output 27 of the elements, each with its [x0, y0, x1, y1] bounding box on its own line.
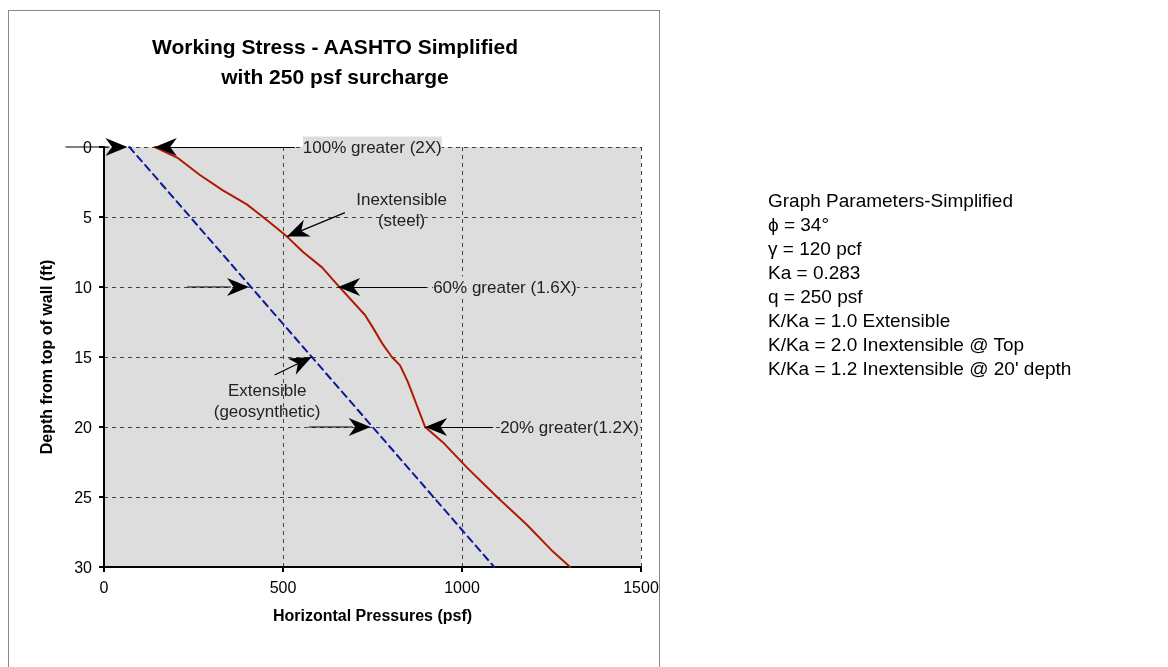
x-tick-label: 500: [269, 578, 297, 596]
text: K/Ka = 2.0 Inextensible @ Top: [768, 333, 1025, 355]
annotation: 20% greater(1.2X): [500, 417, 640, 437]
y-tick-label: 10: [74, 278, 93, 296]
text: q = 250 psf: [768, 285, 864, 307]
text: ϕ = 34°: [768, 213, 830, 235]
y-tick-label: 5: [83, 208, 93, 226]
y-tick-label: 15: [74, 348, 93, 366]
text: K/Ka = 1.2 Inextensible @ 20' depth: [768, 357, 1072, 379]
annotation: 60% greater (1.6X): [433, 277, 577, 297]
text: Ka = 0.283: [768, 261, 861, 283]
annotation: Inextensible (steel): [356, 189, 447, 230]
text: K/Ka = 1.0 Extensible: [768, 309, 951, 331]
x-tick-label: 1000: [444, 578, 480, 596]
annotation: Extensible (geosynthetic): [213, 381, 321, 422]
annotation: 100% greater (2X): [302, 137, 442, 157]
y-tick-label: 30: [74, 558, 93, 576]
chart-title: Working Stress - AASHTO Simplified with 250 psf surcharge: [151, 34, 519, 88]
y-tick-label: 20: [74, 418, 93, 436]
x-tick-label: 1500: [623, 578, 659, 596]
y-tick-label: 25: [74, 488, 93, 506]
text: Graph Parameters-Simplified: [768, 189, 1013, 211]
text: γ = 120 pcf: [768, 237, 863, 259]
y-axis-title: Depth from top of wall (ft): [37, 259, 55, 455]
y-tick-label: 0: [83, 138, 93, 156]
x-tick-label: 0: [99, 578, 109, 596]
x-axis-title: Horizontal Pressures (psf): [272, 606, 473, 624]
